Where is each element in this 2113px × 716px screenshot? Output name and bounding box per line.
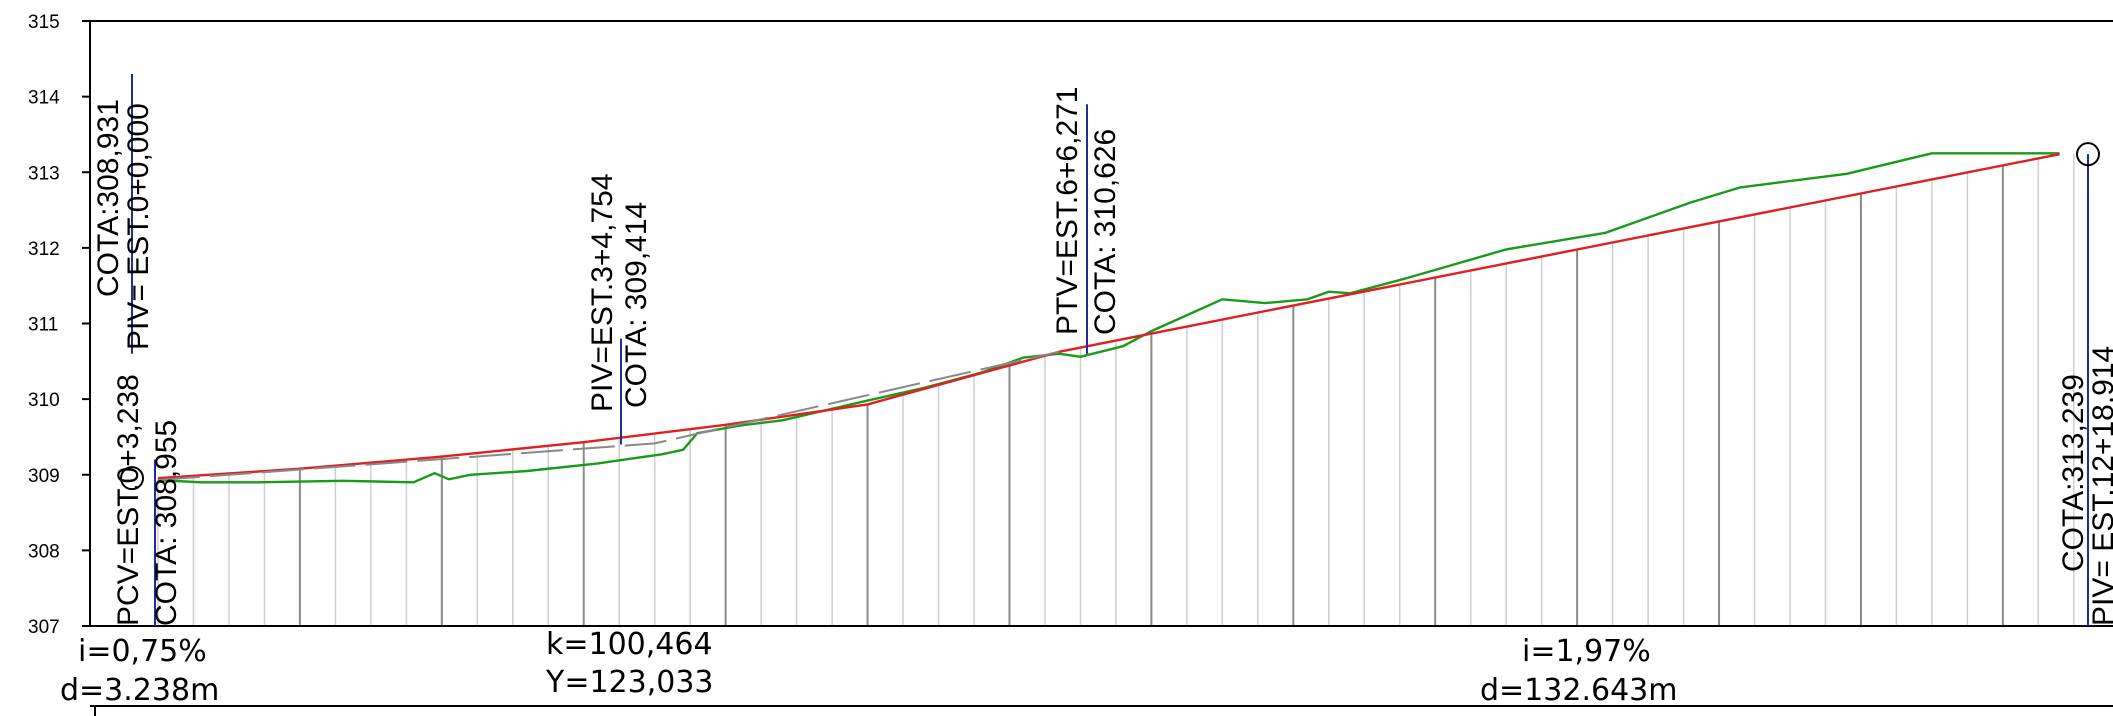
y-tick-label: 308: [28, 541, 60, 562]
y-tick-label: 312: [28, 239, 60, 260]
y-tick-label: 309: [28, 466, 60, 487]
station-label: PCV=EST.0+3,238: [112, 374, 145, 626]
station-label: PTV=EST.6+6,271: [1051, 87, 1084, 336]
station-label: PIV= EST.0+0,000: [122, 103, 155, 350]
series-line-rasante: [157, 153, 2060, 480]
left-slope-i: i=0,75%: [78, 634, 207, 669]
station-label: COTA:308,931: [92, 99, 125, 297]
curve-k: k=100,464: [546, 627, 713, 662]
right-slope-i: i=1,97%: [1522, 634, 1651, 669]
y-tick-label: 311: [28, 315, 58, 336]
left-slope-d: d=3.238m: [60, 673, 219, 708]
series-line-tangentes: [157, 350, 1060, 481]
pv-circle-markers: [120, 142, 2100, 491]
station-label: COTA: 308,955: [150, 420, 183, 626]
station-label: PIV=EST.3+4,754: [586, 173, 619, 412]
station-marker: PTV=EST.6+6,271 COTA: 310,626: [1051, 87, 1122, 354]
y-tick-label: 310: [28, 390, 60, 411]
curve-y: Y=123,033: [545, 665, 714, 700]
station-marker: PCV=EST.0+3,238 COTA: 308,955: [112, 374, 183, 626]
station-label: COTA:313,239: [2057, 374, 2090, 572]
profile-series: [157, 152, 2060, 484]
y-tick-labels: 307 308 309 310 311 312 313 314 315: [28, 12, 90, 638]
station-label: COTA: 310,626: [1089, 129, 1122, 335]
y-tick-label: 315: [28, 12, 60, 33]
station-label: COTA: 309,414: [620, 202, 653, 408]
right-slope-d: d=132.643m: [1480, 673, 1677, 708]
piv-end-circle: [2076, 142, 2100, 167]
station-marker: PIV=EST.3+4,754 COTA: 309,414: [586, 173, 653, 445]
y-tick-label: 307: [28, 617, 60, 638]
footer-annotations: i=0,75% d=3.238m k=100,464 Y=123,033 i=1…: [60, 627, 1677, 708]
station-label: PIV= EST.12+18,914: [2087, 346, 2113, 626]
station-hatch-lines: [157, 154, 2075, 626]
plot-frame: [89, 20, 2113, 716]
y-tick-label: 313: [28, 163, 60, 184]
y-tick-label: 314: [28, 88, 60, 109]
pcv-circle: [120, 466, 144, 491]
